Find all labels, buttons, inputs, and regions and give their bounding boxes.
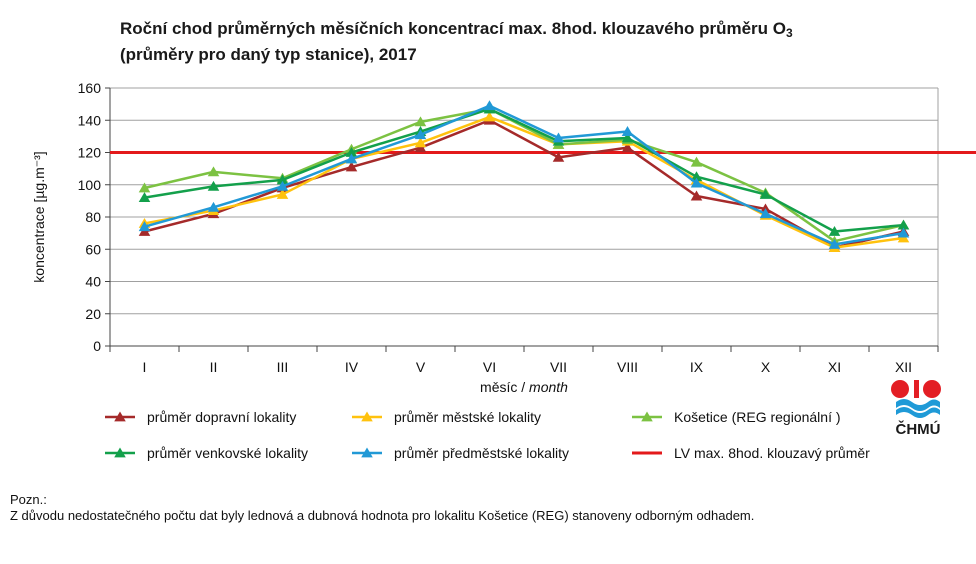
x-axis-label-italic: month bbox=[529, 379, 568, 395]
logo-red-circle-left bbox=[891, 380, 909, 398]
footnote: Pozn.: Z důvodu nedostatečného počtu dat… bbox=[10, 492, 754, 524]
data-point bbox=[621, 132, 634, 143]
chmu-logo: ČHMÚ bbox=[888, 378, 948, 440]
axes bbox=[105, 87, 939, 352]
data-point bbox=[207, 166, 220, 177]
x-tick-label: V bbox=[416, 359, 426, 375]
data-point bbox=[138, 192, 151, 203]
legend-label: průměr městské lokality bbox=[394, 409, 541, 425]
data-point bbox=[828, 238, 841, 249]
legend-label: průměr dopravní lokality bbox=[147, 409, 296, 425]
x-axis-label-main: měsíc / bbox=[480, 379, 529, 395]
data-point bbox=[621, 126, 634, 136]
x-tick-label: IX bbox=[690, 359, 704, 375]
x-tick-label: VI bbox=[483, 359, 496, 375]
data-point bbox=[552, 132, 565, 143]
chart-title-main: Roční chod průměrných měsíčních koncentr… bbox=[120, 19, 786, 38]
data-point bbox=[759, 188, 772, 199]
legend-marker bbox=[361, 447, 373, 458]
x-tick-label: I bbox=[143, 359, 147, 375]
logo-blue-wave-bottom bbox=[896, 407, 940, 418]
data-point bbox=[690, 156, 703, 167]
legend-marker bbox=[114, 411, 126, 422]
legend-marker bbox=[361, 411, 373, 422]
series-line bbox=[144, 107, 904, 233]
data-point bbox=[690, 190, 703, 201]
data-point bbox=[345, 161, 358, 172]
y-tick-label: 0 bbox=[93, 338, 101, 354]
x-tick-label: IV bbox=[345, 359, 359, 375]
data-point bbox=[897, 219, 910, 230]
y-tick-label: 160 bbox=[78, 80, 102, 96]
data-point bbox=[276, 180, 289, 191]
logo-red-bar bbox=[914, 380, 919, 398]
logo-red-circle-right bbox=[923, 380, 941, 398]
footnote-text: Z důvodu nedostatečného počtu dat byly l… bbox=[10, 508, 755, 523]
chart-title-line1: Roční chod průměrných měsíčních koncentr… bbox=[120, 18, 960, 44]
data-point bbox=[690, 177, 703, 188]
data-point bbox=[207, 180, 220, 191]
data-point bbox=[414, 116, 427, 127]
data-point bbox=[552, 151, 565, 162]
y-tick-label: 20 bbox=[85, 306, 101, 322]
series-layer bbox=[138, 100, 910, 253]
x-tick-label: III bbox=[277, 359, 289, 375]
data-point bbox=[828, 226, 841, 236]
series-line bbox=[144, 104, 904, 246]
series-line bbox=[144, 119, 904, 249]
data-point bbox=[690, 171, 703, 182]
legend-label: průměr venkovské lokality bbox=[147, 445, 308, 461]
data-point bbox=[897, 227, 910, 238]
legend-label: LV max. 8hod. klouzavý průměr bbox=[674, 445, 870, 461]
chmu-logo-icon: ČHMÚ bbox=[891, 380, 941, 438]
data-point bbox=[276, 188, 289, 199]
data-point bbox=[621, 142, 634, 153]
legend-marker bbox=[114, 447, 126, 458]
x-axis-label: měsíc / month bbox=[480, 379, 568, 395]
x-tick-label: VII bbox=[550, 359, 567, 375]
x-tick-label: XI bbox=[828, 359, 841, 375]
x-tick-label: XII bbox=[895, 359, 912, 375]
chart-title-subscript: 3 bbox=[786, 26, 793, 40]
y-tick-label: 80 bbox=[85, 209, 101, 225]
data-point bbox=[759, 208, 772, 219]
data-point bbox=[138, 221, 151, 232]
y-tick-label: 120 bbox=[78, 145, 102, 161]
legend-label: průměr předměstské lokality bbox=[394, 445, 569, 461]
footnote-label: Pozn.: bbox=[10, 492, 47, 507]
grid-lines bbox=[110, 87, 939, 346]
x-tick-label: VIII bbox=[617, 359, 638, 375]
data-point bbox=[207, 201, 220, 212]
data-point bbox=[345, 153, 358, 164]
y-axis-label: koncentrace [µg.m⁻³] bbox=[31, 151, 47, 282]
x-tick-label: X bbox=[761, 359, 771, 375]
chart-title: Roční chod průměrných měsíčních koncentr… bbox=[120, 18, 960, 65]
data-point bbox=[414, 129, 427, 140]
data-point bbox=[483, 100, 496, 111]
data-point bbox=[276, 174, 289, 185]
y-tick-label: 40 bbox=[85, 274, 101, 290]
legend: průměr dopravní lokality průměr městské l… bbox=[105, 409, 870, 461]
y-tick-label: 60 bbox=[85, 241, 101, 257]
chart-title-line2: (průměry pro daný typ stanice), 2017 bbox=[120, 45, 417, 64]
x-tick-label: II bbox=[210, 359, 218, 375]
y-tick-label: 140 bbox=[78, 112, 102, 128]
logo-text: ČHMÚ bbox=[896, 420, 941, 438]
series-line bbox=[144, 115, 904, 249]
legend-label: Košetice (REG regionální ) bbox=[674, 409, 841, 425]
data-point bbox=[138, 182, 151, 193]
logo-blue-wave-top bbox=[896, 399, 940, 411]
data-point bbox=[345, 147, 358, 157]
y-tick-label: 100 bbox=[78, 177, 102, 193]
data-point bbox=[483, 111, 496, 122]
data-point bbox=[414, 137, 427, 148]
legend-marker bbox=[641, 411, 653, 422]
